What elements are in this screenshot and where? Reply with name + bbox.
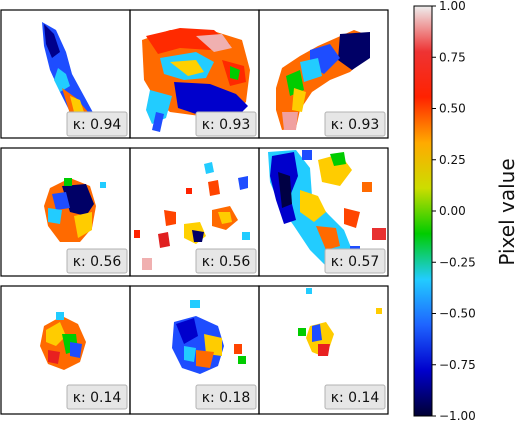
colorbar-tick-label: 0.75 [439,50,466,64]
kappa-badge: κ: 0.56 [66,248,128,274]
panel-r1-c0: κ: 0.56 [0,147,131,277]
colorbar: 1.00 0.75 0.50 0.25 0.00 −0.25 −0.50 −0.75 −1.00… [413,0,519,423]
panel-frame [258,9,389,139]
colorbar-tick-label: −1.00 [439,409,476,423]
kappa-label: κ: 0.14 [331,390,380,406]
colorbar-gradient [413,5,433,417]
colorbar-tick-label: 0.00 [439,204,466,218]
kappa-badge: κ: 0.57 [324,248,386,274]
heatmap-blob [40,312,86,370]
kappa-label: κ: 0.56 [202,254,251,270]
colorbar-tick-label: −0.75 [439,358,476,372]
heatmap-blob [44,178,106,242]
panel-r0-c0: κ: 0.94 [0,9,131,139]
kappa-badge: κ: 0.94 [66,111,128,137]
colorbar-tick-label: 0.25 [439,153,466,167]
kappa-label: κ: 0.18 [202,390,251,406]
heatmap-blob [298,288,382,356]
colorbar-tick-label: 0.50 [439,102,466,116]
panel-frame [258,147,389,277]
kappa-badge: κ: 0.14 [324,384,386,410]
kappa-label: κ: 0.56 [73,254,122,270]
panel-r1-c1: κ: 0.56 [129,147,260,277]
colorbar-label: Pixel value [495,158,519,265]
heatmap-blob [172,300,246,374]
kappa-label: κ: 0.14 [73,390,122,406]
panel-r2-c1: κ: 0.18 [129,285,260,415]
panel-frame [258,285,389,415]
kappa-badge: κ: 0.14 [66,384,128,410]
colorbar-ticks: 1.00 0.75 0.50 0.25 0.00 −0.25 −0.50 −0.75 −1.00 [432,0,476,423]
panel-r0-c1: κ: 0.93 [129,9,260,139]
panel-r0-c2: κ: 0.93 [258,9,389,139]
heatmap-blob [134,162,250,270]
kappa-badge: κ: 0.56 [195,248,257,274]
kappa-badge: κ: 0.93 [324,111,386,137]
kappa-badge: κ: 0.93 [195,111,257,137]
kappa-label: κ: 0.93 [331,117,380,133]
heatmap-blob [142,28,250,132]
kappa-label: κ: 0.57 [331,254,380,270]
colorbar-tick-label: −0.25 [439,255,476,269]
kappa-label: κ: 0.93 [202,117,251,133]
kappa-badge: κ: 0.18 [195,384,257,410]
colorbar-tick-label: 1.00 [439,0,466,13]
heatmap-blob [276,30,370,130]
panel-r2-c0: κ: 0.14 [0,285,131,415]
panel-r2-c2: κ: 0.14 [258,285,389,415]
kappa-label: κ: 0.94 [73,117,122,133]
colorbar-tick-label: −0.50 [439,307,476,321]
panel-r1-c2: κ: 0.57 [258,147,389,277]
